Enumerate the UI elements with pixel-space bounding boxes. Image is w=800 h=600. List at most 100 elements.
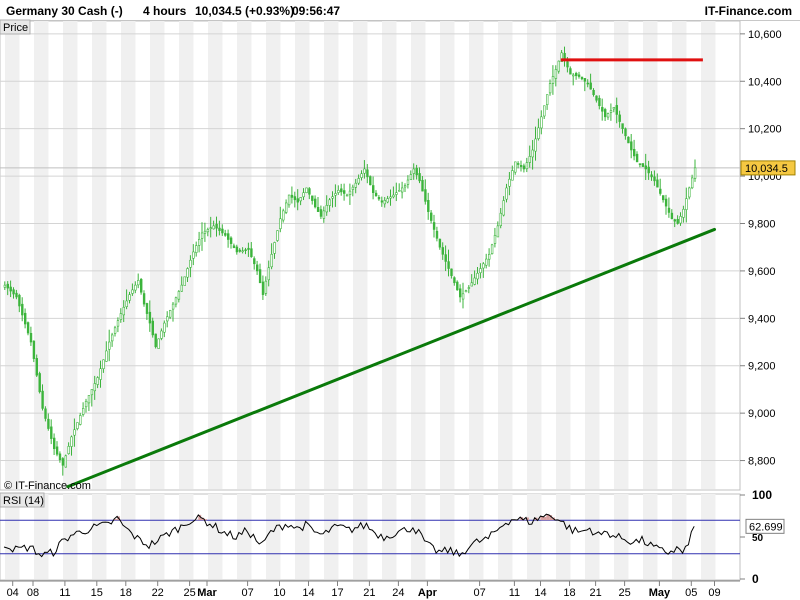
- candle[interactable]: [113, 325, 117, 337]
- candle[interactable]: [369, 175, 372, 186]
- candle[interactable]: [505, 183, 508, 203]
- candle[interactable]: [421, 176, 424, 192]
- candle[interactable]: [111, 332, 114, 347]
- candle[interactable]: [615, 97, 619, 124]
- candle[interactable]: [23, 308, 27, 329]
- candle[interactable]: [551, 65, 555, 95]
- candle[interactable]: [418, 167, 421, 184]
- candle[interactable]: [432, 214, 436, 238]
- candle[interactable]: [316, 197, 320, 212]
- candle[interactable]: [87, 395, 91, 412]
- candle[interactable]: [470, 274, 473, 287]
- candle[interactable]: [99, 360, 102, 388]
- candle[interactable]: [508, 172, 511, 196]
- candle[interactable]: [519, 160, 523, 172]
- candle[interactable]: [464, 289, 468, 293]
- candle[interactable]: [366, 164, 369, 184]
- candle[interactable]: [279, 206, 282, 233]
- candle[interactable]: [116, 317, 120, 333]
- candle[interactable]: [198, 231, 201, 253]
- candle[interactable]: [308, 187, 311, 200]
- candle[interactable]: [337, 185, 340, 195]
- candle[interactable]: [595, 95, 598, 103]
- candle[interactable]: [328, 197, 331, 212]
- candle[interactable]: [461, 282, 465, 309]
- candle[interactable]: [55, 441, 59, 457]
- candle[interactable]: [357, 174, 360, 186]
- candle[interactable]: [557, 60, 561, 74]
- candle[interactable]: [290, 186, 294, 204]
- candle[interactable]: [15, 289, 18, 300]
- candle[interactable]: [131, 283, 134, 296]
- candle[interactable]: [586, 79, 590, 88]
- candle[interactable]: [52, 433, 56, 456]
- candle[interactable]: [174, 296, 178, 308]
- candle[interactable]: [485, 253, 488, 269]
- candle[interactable]: [93, 375, 97, 400]
- candle[interactable]: [267, 260, 270, 287]
- candle[interactable]: [540, 110, 543, 135]
- candle[interactable]: [664, 194, 668, 215]
- candle[interactable]: [212, 220, 215, 230]
- candle[interactable]: [235, 244, 239, 255]
- candle[interactable]: [650, 171, 653, 181]
- candle[interactable]: [574, 71, 578, 80]
- candle[interactable]: [12, 287, 15, 299]
- candle[interactable]: [35, 354, 39, 377]
- candle[interactable]: [244, 247, 247, 255]
- candle[interactable]: [589, 73, 592, 90]
- candle[interactable]: [137, 273, 140, 289]
- candle[interactable]: [496, 221, 500, 238]
- candle[interactable]: [342, 183, 346, 201]
- candle[interactable]: [293, 191, 297, 208]
- candle[interactable]: [670, 209, 674, 220]
- candle[interactable]: [403, 183, 407, 193]
- candle[interactable]: [189, 255, 192, 278]
- candle[interactable]: [389, 189, 392, 206]
- candle[interactable]: [493, 227, 497, 248]
- candle[interactable]: [64, 454, 68, 468]
- candle[interactable]: [241, 247, 244, 254]
- candle[interactable]: [490, 243, 494, 255]
- candle[interactable]: [313, 195, 317, 209]
- candle[interactable]: [145, 302, 149, 321]
- candle[interactable]: [592, 88, 595, 97]
- candle[interactable]: [108, 329, 111, 362]
- candle[interactable]: [32, 340, 36, 363]
- candle[interactable]: [479, 263, 482, 279]
- candle[interactable]: [255, 260, 259, 275]
- candle[interactable]: [456, 280, 459, 291]
- candle[interactable]: [534, 126, 537, 161]
- candle[interactable]: [627, 136, 630, 144]
- candle[interactable]: [531, 140, 534, 170]
- candle[interactable]: [371, 176, 375, 200]
- candle[interactable]: [528, 145, 532, 168]
- candle[interactable]: [511, 165, 514, 181]
- candle[interactable]: [583, 78, 587, 92]
- candle[interactable]: [377, 195, 381, 201]
- candle[interactable]: [38, 371, 41, 394]
- candle[interactable]: [26, 321, 30, 336]
- candle[interactable]: [169, 309, 172, 320]
- candle[interactable]: [673, 218, 677, 228]
- candle[interactable]: [224, 229, 227, 237]
- candle[interactable]: [90, 389, 94, 407]
- candle[interactable]: [458, 284, 462, 303]
- candle[interactable]: [192, 244, 195, 266]
- candle[interactable]: [514, 161, 517, 175]
- candle[interactable]: [685, 187, 688, 223]
- candle[interactable]: [41, 384, 44, 411]
- candle[interactable]: [569, 66, 572, 75]
- candle[interactable]: [374, 190, 378, 197]
- candle[interactable]: [360, 170, 363, 181]
- candle[interactable]: [632, 139, 636, 161]
- candle[interactable]: [340, 183, 343, 196]
- candle[interactable]: [473, 270, 476, 286]
- candle[interactable]: [429, 210, 433, 224]
- candle[interactable]: [612, 107, 616, 113]
- candle[interactable]: [180, 276, 183, 292]
- candle[interactable]: [351, 184, 355, 197]
- candle[interactable]: [29, 326, 33, 346]
- candle[interactable]: [435, 226, 439, 242]
